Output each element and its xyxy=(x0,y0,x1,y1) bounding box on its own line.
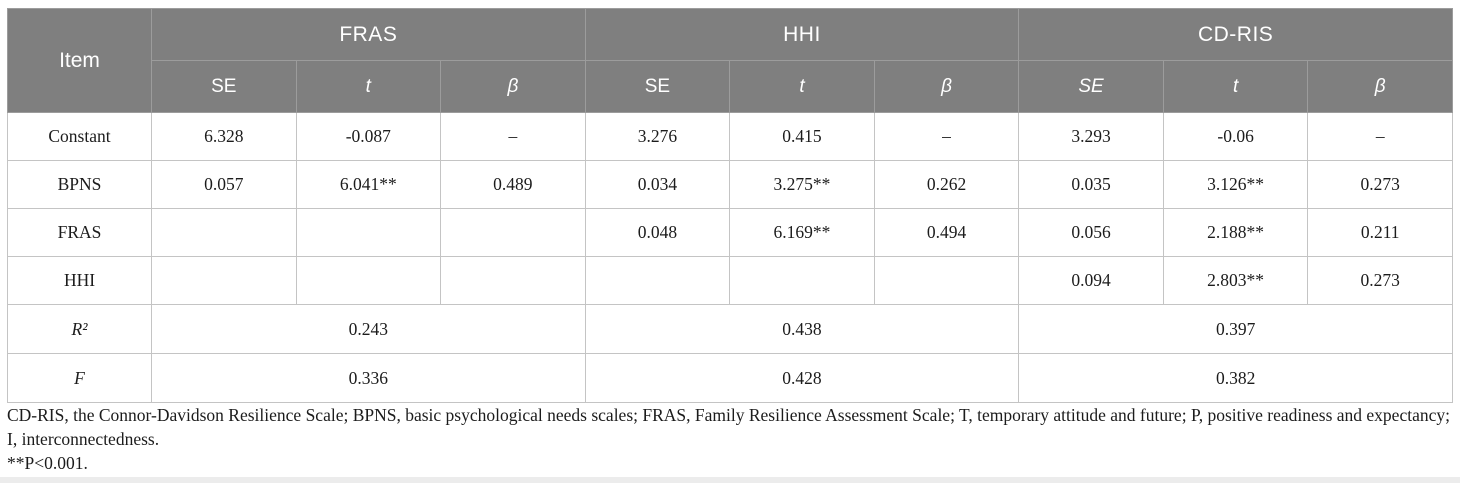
cell: 6.169** xyxy=(729,208,875,257)
cell xyxy=(151,256,297,305)
cell: 0.048 xyxy=(584,208,731,257)
column-header-item: Item xyxy=(7,8,152,113)
subheader-fras-t: t xyxy=(295,60,442,113)
cell: – xyxy=(873,112,1020,161)
subheader-cdris-se: SE xyxy=(1018,60,1164,113)
row-label: BPNS xyxy=(7,160,152,209)
row-label: FRAS xyxy=(7,208,152,257)
footnote-abbreviations: CD-RIS, the Connor-Davidson Resilience S… xyxy=(7,405,1450,449)
cell xyxy=(873,256,1020,305)
cell: 0.273 xyxy=(1307,256,1453,305)
cell: 0.057 xyxy=(151,160,297,209)
cell: 3.275** xyxy=(729,160,875,209)
summary-cell-cdris: 0.382 xyxy=(1018,353,1453,403)
cell: 3.293 xyxy=(1018,112,1164,161)
table-footnote: CD-RIS, the Connor-Davidson Resilience S… xyxy=(7,403,1454,475)
cell: 3.276 xyxy=(584,112,731,161)
cell: 0.489 xyxy=(440,160,586,209)
cell: – xyxy=(440,112,586,161)
subheader-cdris-beta: β xyxy=(1307,60,1453,113)
summary-cell-cdris: 0.397 xyxy=(1018,304,1453,354)
bottom-edge-strip xyxy=(0,477,1460,483)
cell: 2.803** xyxy=(1162,256,1309,305)
subheader-fras-se: SE xyxy=(151,60,297,113)
cell: 0.494 xyxy=(873,208,1020,257)
cell: 0.415 xyxy=(729,112,875,161)
table-row-fras: FRAS 0.048 6.169** 0.494 0.056 2.188** 0… xyxy=(7,208,1453,257)
cell xyxy=(440,208,586,257)
row-label: F xyxy=(7,353,152,403)
subheader-hhi-se: SE xyxy=(584,60,731,113)
subheader-hhi-beta: β xyxy=(873,60,1020,113)
table-row-r-squared: R² 0.243 0.438 0.397 xyxy=(7,304,1453,354)
cell: 0.056 xyxy=(1018,208,1164,257)
subheader-fras-beta: β xyxy=(440,60,586,113)
cell: 0.035 xyxy=(1018,160,1164,209)
summary-cell-fras: 0.336 xyxy=(151,353,586,403)
cell: 0.211 xyxy=(1307,208,1453,257)
table-row-f: F 0.336 0.428 0.382 xyxy=(7,353,1453,403)
summary-cell-hhi: 0.438 xyxy=(584,304,1020,354)
row-label: HHI xyxy=(7,256,152,305)
cell: – xyxy=(1307,112,1453,161)
table-row-constant: Constant 6.328 -0.087 – 3.276 0.415 – 3.… xyxy=(7,112,1453,161)
footnote-significance: **P<0.001. xyxy=(7,453,88,473)
row-label: R² xyxy=(7,304,152,354)
summary-cell-fras: 0.243 xyxy=(151,304,586,354)
table-row-bpns: BPNS 0.057 6.041** 0.489 0.034 3.275** 0… xyxy=(7,160,1453,209)
regression-results-table: Item FRAS HHI CD-RIS SE t β SE t β SE t … xyxy=(7,8,1453,403)
group-header-hhi: HHI xyxy=(584,8,1020,61)
cell: 0.094 xyxy=(1018,256,1164,305)
cell: 6.041** xyxy=(295,160,442,209)
group-header-fras: FRAS xyxy=(151,8,586,61)
cell: 0.262 xyxy=(873,160,1020,209)
subheader-cdris-t: t xyxy=(1162,60,1309,113)
cell xyxy=(440,256,586,305)
table-row-hhi: HHI 0.094 2.803** 0.273 xyxy=(7,256,1453,305)
subheader-hhi-t: t xyxy=(729,60,875,113)
table-header: Item FRAS HHI CD-RIS SE t β SE t β SE t … xyxy=(7,8,1453,113)
cell xyxy=(151,208,297,257)
cell: -0.087 xyxy=(295,112,442,161)
cell: 3.126** xyxy=(1162,160,1309,209)
cell: 0.273 xyxy=(1307,160,1453,209)
cell xyxy=(584,256,731,305)
summary-cell-hhi: 0.428 xyxy=(584,353,1020,403)
group-header-cdris: CD-RIS xyxy=(1018,8,1453,61)
row-label: Constant xyxy=(7,112,152,161)
cell: 2.188** xyxy=(1162,208,1309,257)
cell xyxy=(295,208,442,257)
cell: 0.034 xyxy=(584,160,731,209)
cell xyxy=(295,256,442,305)
cell xyxy=(729,256,875,305)
cell: 6.328 xyxy=(151,112,297,161)
cell: -0.06 xyxy=(1162,112,1309,161)
